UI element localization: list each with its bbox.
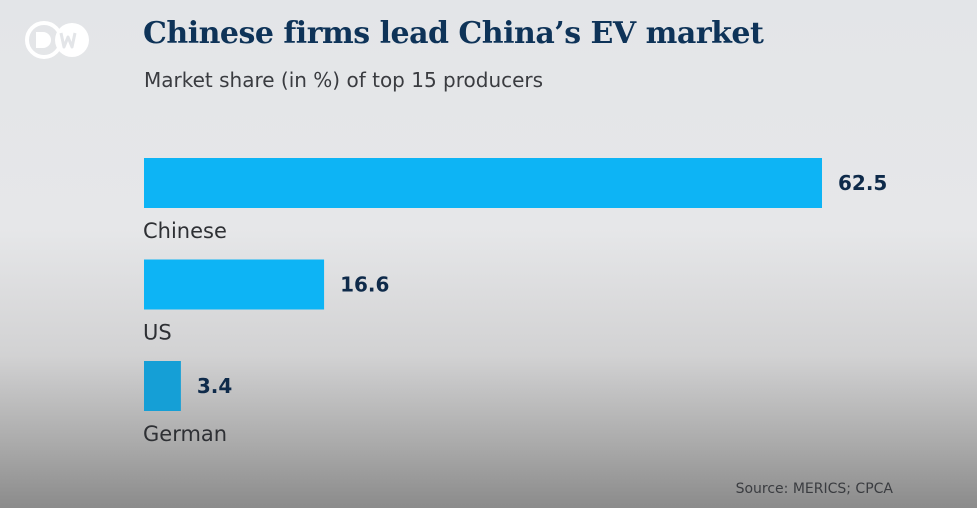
dw-logo [25,21,89,59]
bar-chinese [144,158,822,208]
value-label: 16.6 [340,273,389,297]
category-label: Chinese [143,219,227,243]
category-label: US [143,321,172,345]
chart-subtitle: Market share (in %) of top 15 producers [144,68,544,92]
value-label: 3.4 [197,374,232,398]
bar-german [144,361,181,411]
source-note: Source: MERICS; CPCA [735,481,893,497]
value-label: 62.5 [838,171,887,195]
chart-title: Chinese firms lead China’s EV market [143,16,764,51]
bar-us [144,259,325,310]
category-label: German [143,422,227,446]
